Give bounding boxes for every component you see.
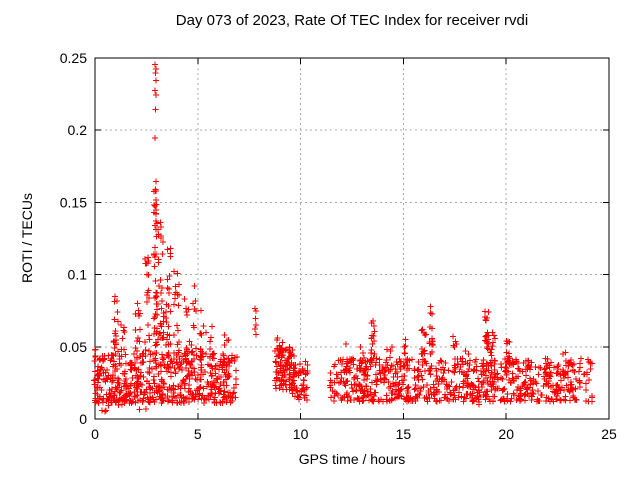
data-points [91, 61, 595, 415]
x-tick-label: 15 [396, 426, 412, 442]
x-axis-label: GPS time / hours [298, 451, 406, 467]
chart-title: Day 073 of 2023, Rate Of TEC Index for r… [175, 12, 529, 29]
x-tick-label: 10 [293, 426, 309, 442]
y-tick-label: 0.2 [68, 122, 88, 138]
y-tick-label: 0 [79, 411, 87, 427]
x-tick-label: 0 [91, 426, 99, 442]
y-tick-label: 0.1 [68, 267, 88, 283]
y-axis-label: ROTI / TECUs [19, 193, 35, 283]
x-tick-label: 20 [498, 426, 514, 442]
y-tick-label: 0.15 [60, 194, 87, 210]
y-tick-label: 0.05 [60, 339, 87, 355]
x-tick-label: 25 [601, 426, 617, 442]
x-tick-label: 5 [194, 426, 202, 442]
y-tick-label: 0.25 [60, 50, 87, 66]
plot-border [94, 57, 610, 420]
